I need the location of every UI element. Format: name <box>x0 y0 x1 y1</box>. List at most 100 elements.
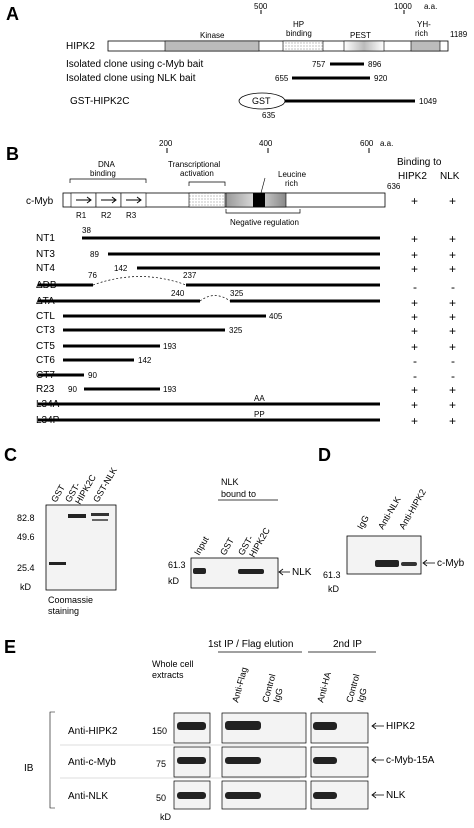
mutant-nlk-binding: + <box>449 248 456 262</box>
mutant-substitution-label: AA <box>254 394 265 403</box>
repeat-r1-arrow <box>76 196 92 204</box>
gst-nlk-band-lower <box>92 519 108 521</box>
mutant-hipk2-binding: + <box>411 248 418 262</box>
leucine-rich-domain <box>253 193 265 207</box>
gst-nlk-band-upper <box>91 513 109 516</box>
e-lane-anti-flag: Anti-Flag <box>230 666 249 703</box>
target-arrow <box>371 756 384 764</box>
hp-binding-domain <box>282 40 324 52</box>
cmyb-band-label: c-Myb <box>437 558 465 569</box>
kd-unit-label: kD <box>20 582 32 592</box>
hipk2-protein-label: HIPK2 <box>66 41 95 52</box>
e-lane-anti-ha: Anti-HA <box>315 671 333 704</box>
cmyb-end-label: 636 <box>387 182 401 191</box>
leucine-label-1: Leucine <box>278 170 307 179</box>
mutant-hipk2-binding: + <box>411 324 418 338</box>
target-arrow <box>371 722 384 730</box>
mutant-row-l34p: L34P PP + + <box>36 410 456 428</box>
ib-marker: 150 <box>152 726 167 736</box>
b-scale-tick-400: 400 <box>259 139 273 148</box>
gst-hipk2c-band <box>68 514 86 518</box>
ib-bracket <box>49 711 55 809</box>
ib-label: IB <box>24 763 34 774</box>
pull-lane-gst: GST <box>218 536 236 557</box>
cmyb-band-arrow <box>422 559 435 567</box>
coomassie-caption-2: staining <box>48 606 79 616</box>
clone-label-nlk: Isolated clone using NLK bait <box>66 73 196 84</box>
mutant-name: CT6 <box>36 355 55 366</box>
leucine-pointer <box>260 177 266 194</box>
ib-antibody-label: Anti-HIPK2 <box>68 726 118 737</box>
wce-band <box>177 757 206 764</box>
dna-binding-label-2: binding <box>90 169 116 178</box>
mutant-nlk-binding: - <box>451 280 455 294</box>
binding-to-header: Binding to <box>397 157 442 168</box>
leucine-label-2: rich <box>285 179 298 188</box>
panel-label-a: A <box>6 4 19 24</box>
deletion-connector <box>199 295 231 302</box>
mutant-position: 405 <box>269 312 283 321</box>
transactivation-label-1: Transcriptional <box>168 160 220 169</box>
mutant-position-start: 240 <box>171 289 185 298</box>
ib-marker: 50 <box>156 793 166 803</box>
wce-label-1: Whole cell <box>152 659 194 669</box>
mutant-hipk2-binding: + <box>411 310 418 324</box>
mutant-hipk2-binding: - <box>413 280 417 294</box>
mutant-nlk-binding: - <box>451 369 455 383</box>
mutant-position: 89 <box>90 250 99 259</box>
d-marker-61-3: 61.3 <box>323 570 341 580</box>
mutant-position-start: 90 <box>68 385 77 394</box>
pest-domain <box>343 40 385 52</box>
mutant-nlk-binding: - <box>451 354 455 368</box>
mutant-row-ct7: CT7 90 - - <box>36 369 455 383</box>
wce-band <box>177 792 206 799</box>
mutant-row-ct3: CT3 325 + + <box>36 324 456 338</box>
first-ip-band <box>225 721 261 730</box>
d-lane-anti-hipk2: Anti-HIPK2 <box>397 487 428 531</box>
scale-tick-1000: 1000 <box>394 2 412 11</box>
mutant-row-nt4: NT4 142 + + <box>36 262 456 276</box>
pull-marker-61-3: 61.3 <box>168 560 186 570</box>
mutant-hipk2-binding: - <box>413 354 417 368</box>
ib-row-hipk2: Anti-HIPK2 150 HIPK2 <box>68 712 415 744</box>
marker-25-4: 25.4 <box>17 563 35 573</box>
kinase-label: Kinase <box>200 31 225 40</box>
mutant-row-nt1: NT1 38 + + <box>36 226 456 246</box>
mutant-hipk2-binding: + <box>411 383 418 397</box>
gst-tag-label: GST <box>252 96 271 106</box>
nlk-bound-label-1: NLK <box>221 477 239 487</box>
mutant-nlk-binding: + <box>449 296 456 310</box>
gst-hipk2c-nlk-band <box>238 569 264 574</box>
coip-blot <box>346 535 422 575</box>
mutant-hipk2-binding: - <box>413 369 417 383</box>
gst-hipk2c-label: GST-HIPK2C <box>70 96 129 107</box>
mutant-position: 142 <box>114 264 128 273</box>
mutant-nlk-binding: + <box>449 262 456 276</box>
b-scale-tick-600: 600 <box>360 139 374 148</box>
panel-label-b: B <box>6 144 19 164</box>
mutant-position: 38 <box>82 226 91 235</box>
gst-band <box>49 562 66 565</box>
mutant-row-ct5: CT5 193 + + <box>36 340 456 354</box>
marker-82-8: 82.8 <box>17 513 35 523</box>
mutant-row-delta-ta: ΔTA 240 325 + + <box>36 289 456 310</box>
mutant-nlk-binding: + <box>449 414 456 428</box>
wt-hipk2-binding: + <box>411 194 418 208</box>
mutant-position: 142 <box>138 356 152 365</box>
mutant-nlk-binding: + <box>449 310 456 324</box>
repeat-r1-label: R1 <box>76 211 87 220</box>
wce-label-2: extracts <box>152 670 184 680</box>
binding-nlk-header: NLK <box>440 171 460 182</box>
panel-label-e: E <box>4 637 16 657</box>
rich-label: rich <box>415 29 428 38</box>
mutant-row-l34a: L34A AA + + <box>36 394 456 412</box>
mutant-row-delta-db: ΔDB 76 237 - - <box>36 271 455 294</box>
mutant-row-ct6: CT6 142 - - <box>36 354 455 368</box>
mutant-nlk-binding: + <box>449 398 456 412</box>
transactivation-label-2: activation <box>180 169 214 178</box>
deletion-connector <box>92 276 187 286</box>
dna-binding-label-1: DNA <box>98 160 116 169</box>
wt-nlk-binding: + <box>449 194 456 208</box>
mutant-substitution-label: PP <box>254 410 265 419</box>
